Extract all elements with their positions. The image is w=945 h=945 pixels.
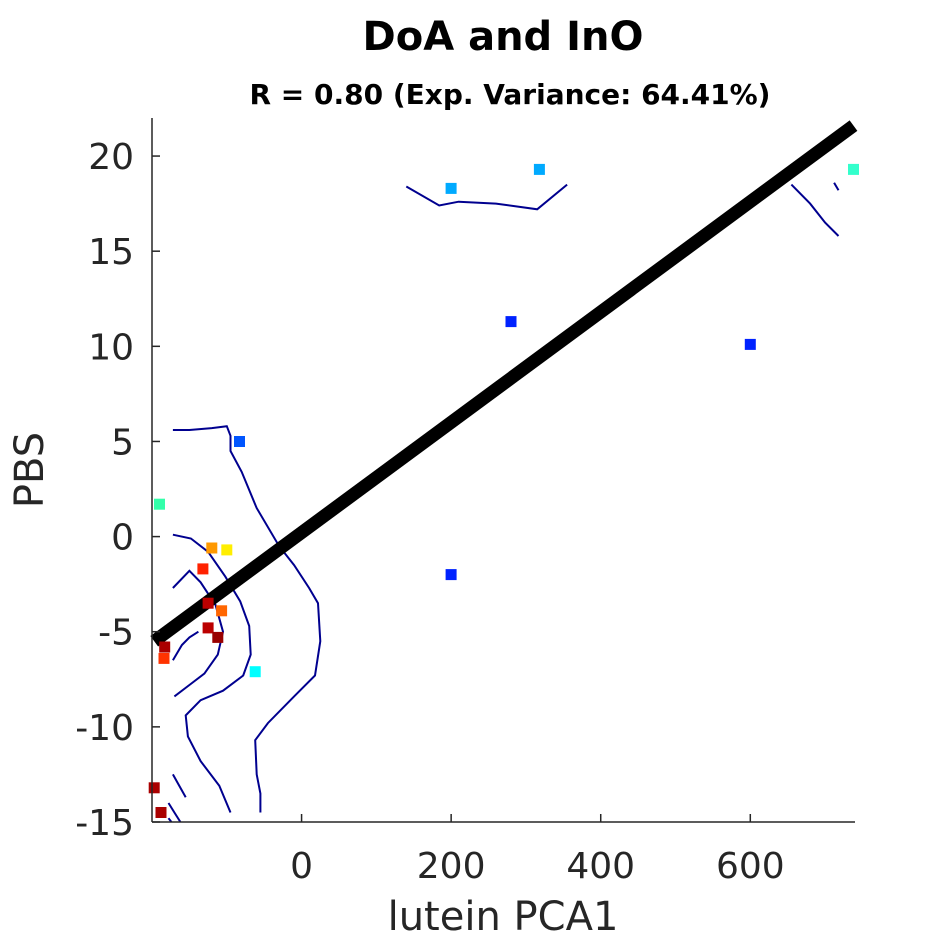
scatter-point (212, 631, 224, 643)
scatter-point (505, 316, 517, 328)
y-tick-layer: -15 -10 -5 0 5 10 15 20 (75, 137, 160, 844)
x-tick-label: 200 (417, 846, 486, 887)
y-tick-label: -5 (98, 613, 134, 654)
contour-line (172, 533, 252, 813)
scatter-point (148, 782, 160, 794)
scatter-point (216, 605, 228, 617)
y-tick-label: -15 (75, 803, 134, 844)
contour-layer (167, 182, 840, 823)
x-tick-label: 0 (290, 846, 313, 887)
scatter-point (533, 163, 545, 175)
scatter-point (221, 544, 233, 556)
y-tick-label: 10 (88, 327, 134, 368)
chart-title: DoA and InO (363, 14, 644, 60)
scatter-point (154, 498, 165, 510)
scatter-point (158, 652, 170, 664)
contour-line (833, 182, 840, 191)
contour-line (172, 630, 199, 661)
scatter-point (159, 641, 171, 653)
x-tick-label: 600 (716, 846, 785, 887)
scatter-point (155, 807, 167, 818)
scatter-point (234, 436, 245, 447)
y-tick-label: -10 (75, 708, 134, 749)
regression-line (150, 120, 858, 647)
chart-subtitle: R = 0.80 (Exp. Variance: 64.41%) (250, 78, 771, 111)
contour-line (172, 569, 225, 698)
y-tick-label: 20 (88, 137, 134, 178)
contour-line (172, 425, 322, 813)
scatter-point (445, 569, 457, 581)
y-tick-label: 0 (111, 518, 134, 559)
contour-line (172, 773, 187, 798)
x-tick-label: 400 (566, 846, 635, 887)
scatter-point (249, 666, 261, 678)
fit-line-layer (150, 120, 858, 647)
scatter-point (202, 622, 214, 634)
point-layer (148, 163, 859, 818)
contour-line (167, 802, 182, 823)
x-axis-label: lutein PCA1 (388, 894, 619, 940)
scatter-point (848, 163, 859, 175)
y-tick-label: 5 (111, 422, 134, 463)
y-tick-label: 15 (88, 232, 134, 273)
scatter-point (206, 542, 218, 554)
scatter-point (202, 597, 214, 609)
scatter-point (445, 182, 457, 194)
x-tick-layer: 0 200 400 600 (290, 814, 785, 887)
scatter-point (197, 563, 209, 575)
contour-line (790, 183, 840, 237)
y-axis-label: PBS (7, 432, 53, 508)
contour-line (405, 183, 568, 211)
scatter-point (744, 338, 756, 350)
